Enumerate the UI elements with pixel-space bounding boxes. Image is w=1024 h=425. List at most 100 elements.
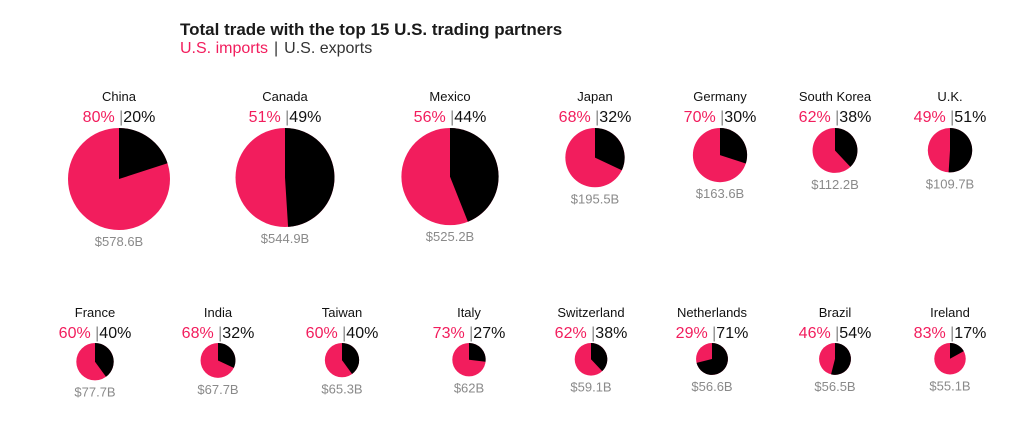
partner-name: Japan xyxy=(577,89,612,104)
partner-shares: 62% |38% xyxy=(799,109,872,126)
partner-name: Taiwan xyxy=(322,305,362,320)
share-separator: | xyxy=(119,109,123,126)
share-separator: | xyxy=(450,109,454,126)
imports-share: 60% xyxy=(59,325,95,342)
exports-slice xyxy=(720,128,748,164)
exports-slice xyxy=(595,128,625,171)
exports-share: 44% xyxy=(454,109,486,126)
exports-share: 40% xyxy=(99,325,131,342)
partner-shares: 49% |51% xyxy=(914,109,987,126)
total-trade-value: $544.9B xyxy=(261,231,309,246)
exports-share: 32% xyxy=(222,325,254,342)
chart-title: Total trade with the top 15 U.S. trading… xyxy=(180,20,563,39)
exports-share: 30% xyxy=(724,109,756,126)
exports-share: 51% xyxy=(954,109,986,126)
partner-name: Italy xyxy=(457,305,481,320)
partner-name: Netherlands xyxy=(677,305,748,320)
imports-share: 80% xyxy=(83,109,119,126)
partner-name: Ireland xyxy=(930,305,970,320)
imports-share: 46% xyxy=(799,325,835,342)
share-separator: | xyxy=(95,325,99,342)
total-trade-value: $55.1B xyxy=(929,378,970,393)
imports-share: 83% xyxy=(914,325,950,342)
share-separator: | xyxy=(342,325,346,342)
partner-shares: 73% |27% xyxy=(433,325,506,342)
partner-name: Germany xyxy=(693,89,747,104)
imports-share: 68% xyxy=(559,109,595,126)
partner-name: France xyxy=(75,305,115,320)
share-separator: | xyxy=(720,109,724,126)
partner-name: U.K. xyxy=(937,89,962,104)
exports-slice xyxy=(835,128,858,167)
exports-share: 54% xyxy=(839,325,871,342)
exports-share: 40% xyxy=(346,325,378,342)
imports-share: 62% xyxy=(555,325,591,342)
partner-shares: 29% |71% xyxy=(676,325,749,342)
share-separator: | xyxy=(835,109,839,126)
partner-name: Mexico xyxy=(429,89,470,104)
partner-shares: 60% |40% xyxy=(306,325,379,342)
share-separator: | xyxy=(712,325,716,342)
imports-share: 29% xyxy=(676,325,712,342)
exports-slice xyxy=(948,128,973,173)
imports-share: 60% xyxy=(306,325,342,342)
partner-shares: 60% |40% xyxy=(59,325,132,342)
total-trade-value: $109.7B xyxy=(926,176,974,191)
exports-slice xyxy=(119,128,168,179)
total-trade-value: $59.1B xyxy=(570,380,611,395)
exports-slice xyxy=(696,343,728,375)
exports-share: 20% xyxy=(123,109,155,126)
imports-share: 68% xyxy=(182,325,218,342)
total-trade-value: $67.7B xyxy=(197,382,238,397)
legend: U.S. imports | U.S. exports xyxy=(180,40,372,58)
exports-slice xyxy=(95,343,114,377)
exports-slice xyxy=(591,342,608,372)
partner-name: Brazil xyxy=(819,305,852,320)
exports-share: 71% xyxy=(716,325,748,342)
total-trade-value: $62B xyxy=(454,380,484,395)
total-trade-value: $56.6B xyxy=(691,379,732,394)
imports-share: 49% xyxy=(914,109,950,126)
total-trade-value: $195.5B xyxy=(571,191,619,206)
share-separator: | xyxy=(950,109,954,126)
partner-name: China xyxy=(102,89,137,104)
exports-share: 38% xyxy=(595,325,627,342)
exports-share: 49% xyxy=(289,109,321,126)
exports-share: 32% xyxy=(599,109,631,126)
partner-shares: 51% |49% xyxy=(249,109,322,126)
partner-name: South Korea xyxy=(799,89,872,104)
share-separator: | xyxy=(595,109,599,126)
exports-slice xyxy=(342,343,360,374)
share-separator: | xyxy=(218,325,222,342)
imports-share: 73% xyxy=(433,325,469,342)
partner-shares: 70% |30% xyxy=(684,109,757,126)
partner-shares: 68% |32% xyxy=(559,109,632,126)
exports-slice xyxy=(218,343,236,368)
partner-name: India xyxy=(204,305,233,320)
share-separator: | xyxy=(950,325,954,342)
partner-shares: 46% |54% xyxy=(799,325,872,342)
exports-slice xyxy=(450,128,499,222)
exports-slice xyxy=(285,128,335,227)
imports-share: 62% xyxy=(799,109,835,126)
total-trade-value: $578.6B xyxy=(95,234,143,249)
share-separator: | xyxy=(591,325,595,342)
share-separator: | xyxy=(469,325,473,342)
legend-imports: U.S. imports xyxy=(180,40,269,57)
partner-name: Canada xyxy=(262,89,308,104)
exports-slice xyxy=(831,343,851,375)
exports-slice xyxy=(950,343,964,359)
total-trade-value: $112.2B xyxy=(811,177,858,192)
total-trade-value: $77.7B xyxy=(74,384,115,399)
partner-shares: 80% |20% xyxy=(83,109,156,126)
total-trade-value: $65.3B xyxy=(321,381,362,396)
total-trade-value: $163.6B xyxy=(696,186,744,201)
partner-shares: 56% |44% xyxy=(414,109,487,126)
exports-slice xyxy=(469,343,486,362)
partner-shares: 62% |38% xyxy=(555,325,628,342)
imports-share: 51% xyxy=(249,109,285,126)
imports-share: 56% xyxy=(414,109,450,126)
exports-share: 27% xyxy=(473,325,505,342)
imports-share: 70% xyxy=(684,109,720,126)
